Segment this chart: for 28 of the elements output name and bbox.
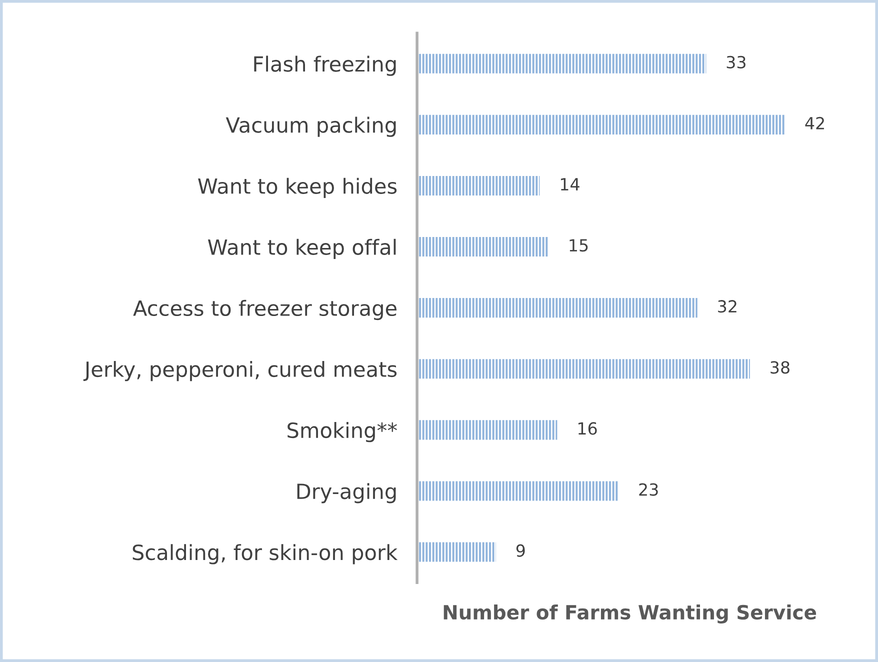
y-tick-label: Smoking** (288, 422, 397, 442)
y-tick-label: Jerky, pepperoni, cured meats (83, 360, 397, 382)
bar (417, 114, 785, 134)
data-label: 23 (639, 483, 658, 496)
y-tick-label: Scalding, for skin-on pork (132, 544, 398, 564)
y-tick-label: Dry-aging (297, 483, 396, 504)
data-label: 32 (718, 300, 736, 313)
x-axis-title: Number of Farms Wanting Service (444, 604, 816, 624)
bar (417, 298, 698, 318)
y-tick-label: Want to keep offal (208, 238, 396, 260)
y-tick-label: Vacuum packing (226, 116, 396, 137)
bar (417, 176, 540, 196)
bar (417, 237, 548, 257)
bar (417, 420, 558, 440)
bar (417, 54, 706, 74)
data-label: 15 (570, 239, 588, 252)
data-label: 9 (516, 544, 525, 557)
data-label: 14 (560, 178, 580, 190)
data-label: 38 (770, 361, 790, 374)
bar (417, 359, 750, 379)
y-tick-label: Access to freezer storage (133, 300, 396, 320)
bar (417, 542, 496, 562)
data-label: 16 (578, 422, 597, 435)
data-label: 42 (805, 116, 824, 130)
bar (417, 481, 619, 501)
y-tick-label: Want to keep hides (198, 178, 397, 198)
data-label: 33 (726, 56, 746, 68)
y-tick-label: Flash freezing (254, 56, 396, 76)
